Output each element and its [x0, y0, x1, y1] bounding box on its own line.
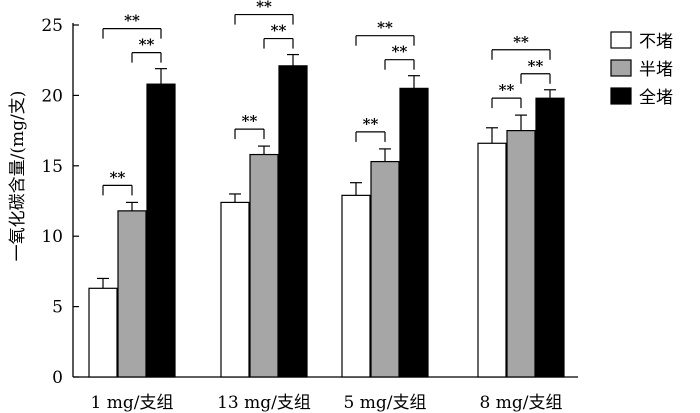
bar — [370, 160, 400, 378]
significance-label: ** — [242, 112, 258, 130]
y-tick-label: 0 — [52, 368, 63, 388]
significance-label: ** — [110, 168, 126, 186]
bar — [220, 201, 250, 378]
bar — [506, 130, 536, 378]
significance-label: ** — [377, 19, 393, 37]
significance-label: ** — [256, 0, 272, 16]
bar — [117, 210, 147, 378]
significance-label: ** — [363, 115, 379, 133]
bar — [477, 142, 507, 378]
significance-label: ** — [499, 81, 515, 99]
legend-label: 不堵 — [639, 32, 673, 52]
y-axis-label: 一氧化碳含量/(mg/支) — [8, 91, 28, 262]
legend-swatch — [610, 87, 632, 105]
y-tick-label: 5 — [52, 298, 63, 318]
bar — [535, 97, 565, 378]
legend-swatch — [610, 59, 632, 77]
legend-swatch — [610, 31, 632, 49]
significance-label: ** — [513, 33, 529, 51]
y-tick-label: 25 — [41, 16, 63, 36]
x-tick-label: 1 mg/支组 — [91, 393, 174, 413]
legend-label: 全堵 — [639, 88, 673, 108]
y-tick-label: 15 — [41, 157, 63, 177]
y-tick-label: 10 — [41, 227, 63, 247]
y-tick-label: 20 — [41, 86, 63, 106]
bar — [341, 194, 371, 378]
bar — [146, 83, 176, 378]
significance-label: ** — [528, 57, 544, 75]
x-tick-label: 13 mg/支组 — [217, 393, 311, 413]
bar — [399, 87, 429, 378]
significance-label: ** — [139, 36, 155, 54]
legend-label: 半堵 — [639, 60, 673, 80]
bar — [278, 65, 308, 378]
significance-label: ** — [271, 22, 287, 40]
x-tick-label: 8 mg/支组 — [480, 393, 563, 413]
plot-area: 0 5 10 15 20 25 1 mg/支组 13 mg/支组 5 mg/支组 8 mg/支组 *… — [41, 0, 673, 413]
bar — [249, 153, 279, 378]
significance-label: ** — [124, 12, 140, 30]
significance-label: ** — [392, 43, 408, 61]
x-tick-label: 5 mg/支组 — [344, 393, 427, 413]
bar — [88, 287, 118, 378]
